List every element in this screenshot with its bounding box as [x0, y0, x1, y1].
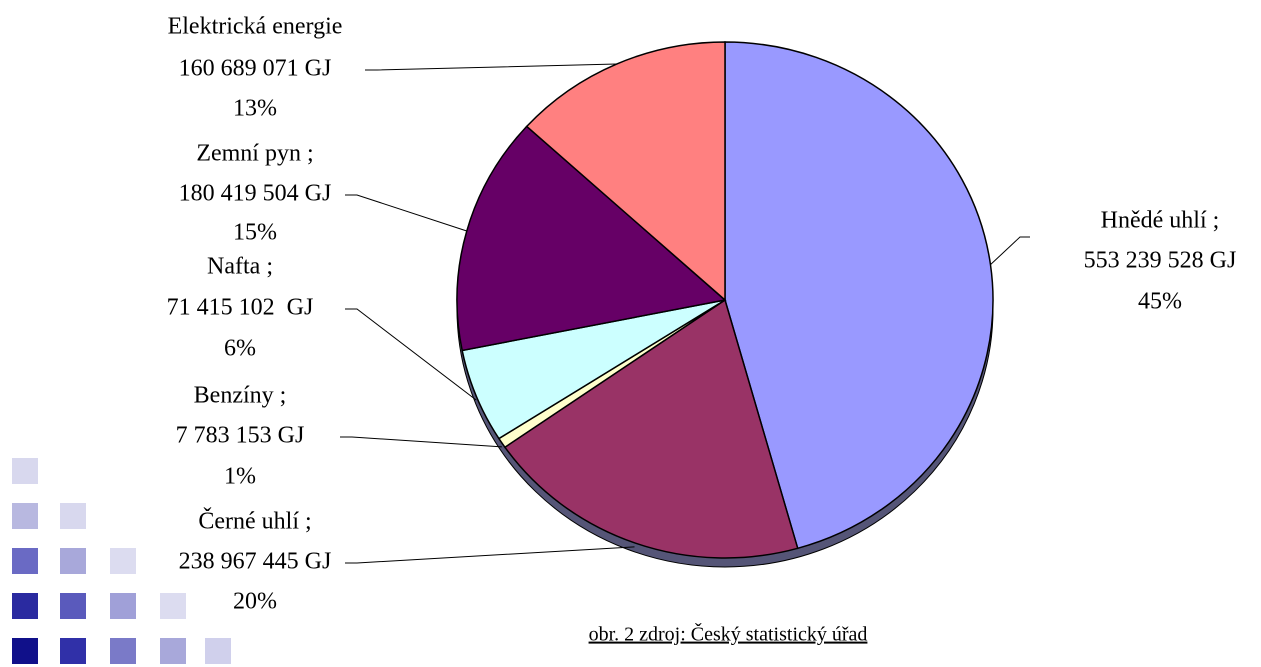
slice-label: Nafta ; [207, 254, 273, 280]
slice-label: Černé uhlí ; [198, 508, 311, 535]
slice-value: 180 419 504 GJ [179, 181, 332, 207]
pie-slice [503, 298, 799, 559]
slice-label: Elektrická energie [168, 14, 343, 40]
pie-slice [525, 41, 726, 302]
slice-value: 553 239 528 GJ [1084, 248, 1237, 274]
slice-label: Hnědé uhlí ; [1101, 208, 1220, 234]
slice-share: 20% [233, 589, 277, 615]
leader-line [990, 236, 1030, 266]
slice-value: 71 415 102 GJ [167, 295, 314, 321]
slice-label: Zemní pyn ; [196, 141, 313, 167]
leader-line [340, 436, 502, 448]
slice-share: 1% [224, 464, 256, 490]
leader-line [345, 308, 477, 401]
slice-share: 6% [224, 336, 256, 362]
slice-value: 238 967 445 GJ [179, 549, 332, 575]
slice-share: 13% [233, 96, 277, 122]
slice-value: 160 689 071 GJ [179, 56, 332, 82]
slice-share: 45% [1138, 289, 1182, 315]
slice-share: 15% [233, 220, 277, 246]
pie-slice [724, 41, 994, 550]
leader-line [365, 63, 617, 71]
source: obr. 2 zdroj: Český statistický úřad [589, 622, 868, 646]
pie-slice [456, 125, 727, 352]
leader-line [345, 546, 635, 564]
decoration [12, 458, 231, 664]
slice-label: Benzíny ; [194, 383, 287, 409]
leader-line [345, 194, 467, 232]
slice-value: 7 783 153 GJ [176, 423, 305, 449]
